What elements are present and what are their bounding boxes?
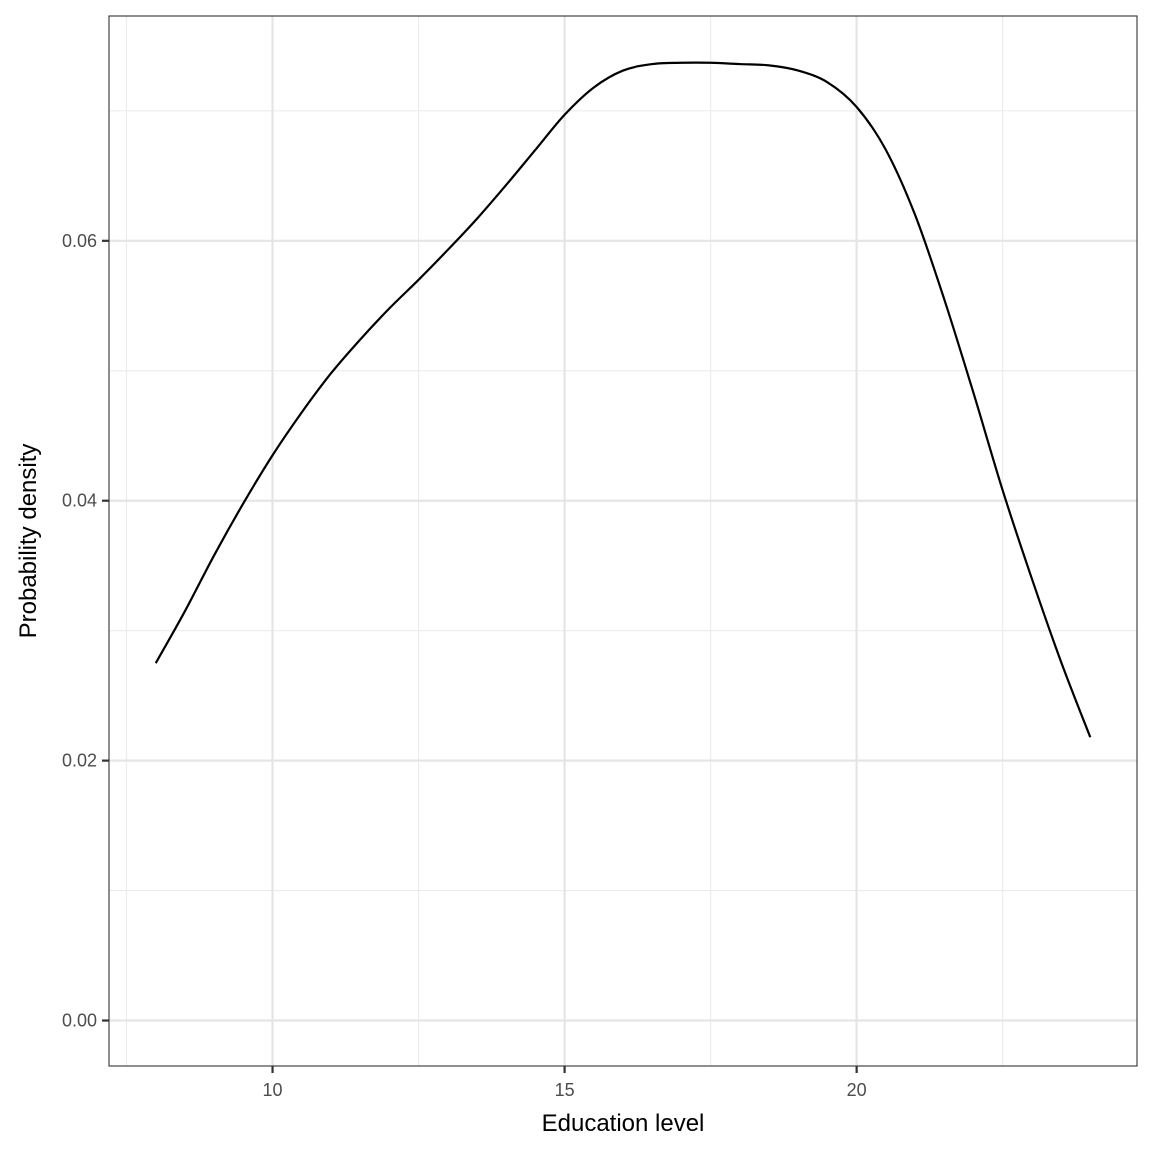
density-curve (154, 61, 1092, 738)
x-tick-label: 15 (555, 1080, 575, 1100)
y-axis-ticks: 0.00 0.02 0.04 0.06 (62, 231, 109, 1031)
y-tick-label: 0.04 (62, 491, 97, 511)
x-axis-title: Education level (542, 1110, 705, 1137)
x-tick-label: 10 (263, 1080, 283, 1100)
x-tick-label: 20 (847, 1080, 867, 1100)
major-gridlines (109, 16, 1137, 1066)
panel-border (108, 15, 1138, 1067)
y-axis-title: Probability density (15, 444, 42, 639)
y-tick-label: 0.06 (62, 231, 97, 251)
minor-gridlines (109, 16, 1137, 1066)
x-axis-ticks: 10 15 20 (263, 1066, 867, 1100)
y-tick-label: 0.02 (62, 751, 97, 771)
y-tick-label: 0.00 (62, 1011, 97, 1031)
